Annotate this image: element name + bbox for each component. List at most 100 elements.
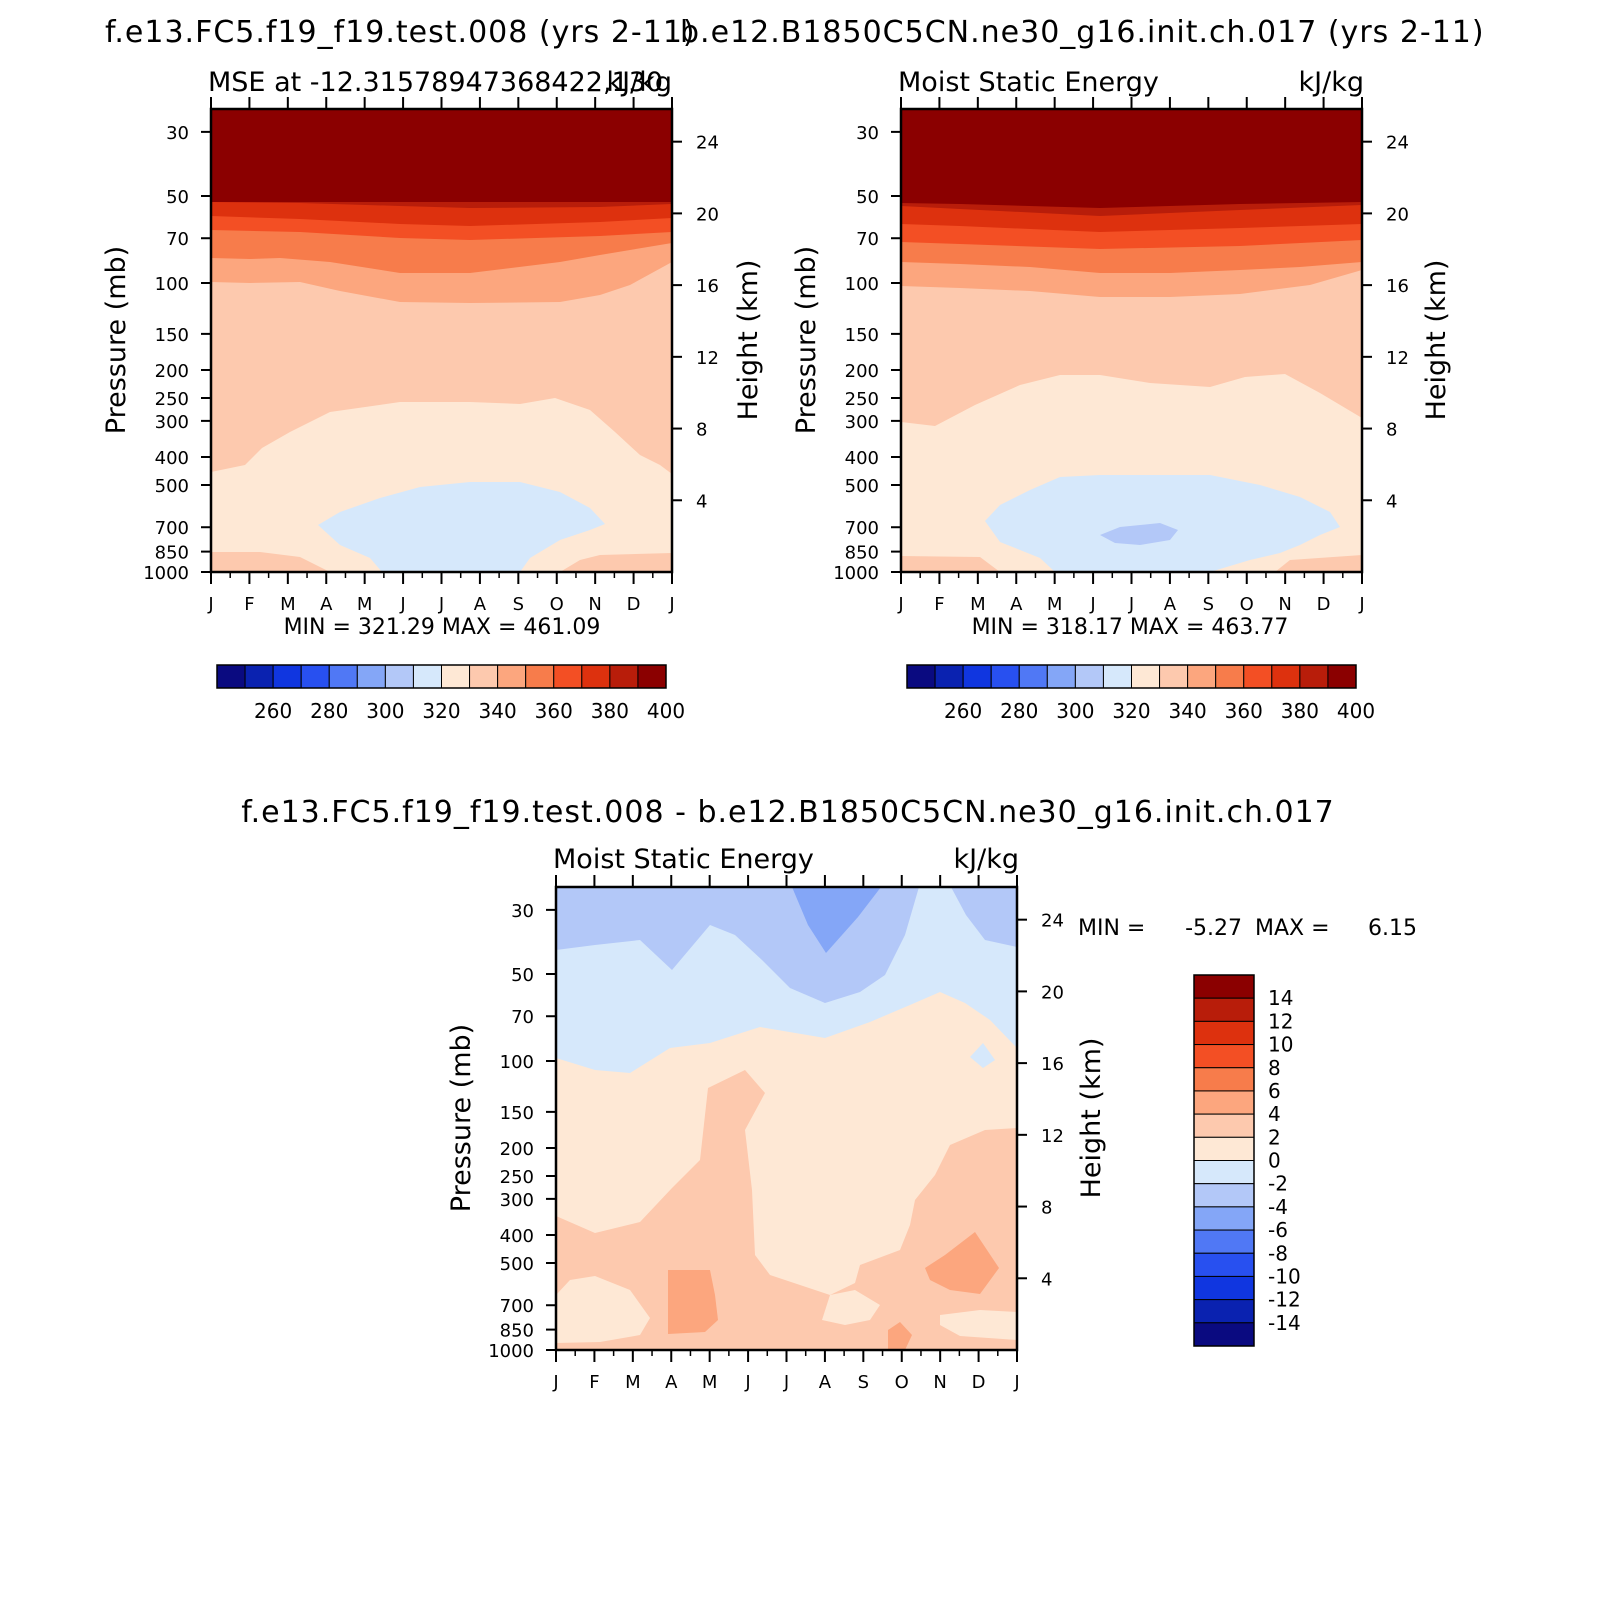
y-tick-label: 300 — [500, 1190, 534, 1211]
panel-b-contours — [901, 109, 1362, 572]
y-tick-label: 100 — [500, 1052, 534, 1073]
colorbar-box — [356, 664, 386, 689]
right-tick-label: 8 — [1041, 1198, 1052, 1219]
y-tick-label: 1000 — [143, 563, 189, 584]
x-tick-label: D — [972, 1372, 986, 1393]
y-tick-label: 30 — [166, 123, 189, 144]
y-tick-label: 200 — [845, 361, 879, 382]
colorbar-box — [272, 664, 302, 689]
colorbar-label: 300 — [366, 699, 404, 723]
right-tick-label: 16 — [1041, 1054, 1064, 1075]
y-tick-label: 100 — [845, 274, 879, 295]
panel-b-band-surface-2 — [1275, 555, 1362, 572]
x-tick-label: J — [207, 594, 213, 615]
colorbar-outline — [1193, 974, 1255, 1347]
right-tick-label: 20 — [1386, 204, 1409, 225]
panel-b-colorbar: 260 280 300 320 340 360 380 400 — [906, 664, 1375, 723]
diff-min-value: -5.27 — [1185, 916, 1242, 941]
colorbar-box — [581, 664, 611, 689]
colorbar-label: -14 — [1268, 1311, 1301, 1335]
right-tick-label: 24 — [696, 133, 719, 154]
x-tick-label: J — [1128, 594, 1134, 615]
diff-band-pos4-c — [888, 1322, 912, 1350]
right-tick-label: 8 — [696, 420, 707, 441]
y-tick-label: 850 — [500, 1321, 534, 1342]
colorbar-outline — [216, 664, 667, 689]
x-tick-label: S — [1203, 594, 1214, 615]
diff-subtitle-right: kJ/kg — [954, 844, 1019, 875]
colorbar-label: 320 — [1112, 699, 1150, 723]
panel-a-band-surface — [211, 552, 330, 572]
colorbar-label: 8 — [1268, 1056, 1281, 1080]
colorbar-box — [1193, 1044, 1255, 1069]
y-tick-label: 50 — [856, 187, 879, 208]
x-tick-label: F — [589, 1372, 599, 1393]
colorbar-box — [1193, 1020, 1255, 1046]
right-tick-label: 4 — [1041, 1269, 1052, 1290]
x-tick-label: A — [665, 1372, 678, 1393]
panel-b-ylabel-right: Height (km) — [1421, 260, 1452, 421]
y-tick-label: 50 — [166, 187, 189, 208]
x-tick-label: J — [1358, 594, 1364, 615]
x-tick-label: S — [513, 594, 524, 615]
panel-b-band-320 — [985, 475, 1340, 572]
diff-band-zero-mid — [822, 1290, 880, 1325]
diff-ylabel: Pressure (mb) — [446, 1024, 477, 1212]
colorbar-label: 300 — [1056, 699, 1094, 723]
diff-band-zero-left — [556, 1276, 650, 1343]
panel-a-band-surface-2 — [560, 553, 672, 572]
x-tick-label: D — [1317, 594, 1331, 615]
colorbar-box — [1018, 664, 1048, 689]
colorbar-box — [1193, 1229, 1255, 1254]
panel-b-band-300 — [1100, 523, 1178, 545]
y-tick-label: 150 — [845, 325, 879, 346]
y-tick-label: 50 — [511, 965, 534, 986]
colorbar-label: -4 — [1268, 1195, 1288, 1219]
y-tick-label: 700 — [155, 518, 189, 539]
x-tick-label: J — [399, 594, 405, 615]
y-tick-label: 70 — [166, 229, 189, 250]
colorbar-box — [609, 664, 639, 689]
y-tick-label: 250 — [155, 389, 189, 410]
colorbar-label: -12 — [1268, 1288, 1301, 1312]
colorbar-box — [1193, 1090, 1255, 1115]
x-tick-label: D — [627, 594, 641, 615]
y-tick-label: 500 — [155, 476, 189, 497]
panel-a-colorbar: 260 280 300 320 340 360 380 400 — [216, 664, 685, 723]
x-tick-label: J — [552, 1372, 558, 1393]
y-tick-label: 70 — [511, 1007, 534, 1028]
x-tick-label: J — [897, 594, 903, 615]
right-tick-label: 16 — [1386, 276, 1409, 297]
x-tick-label: M — [357, 594, 373, 615]
right-tick-label: 20 — [696, 204, 719, 225]
y-tick-label: 150 — [155, 325, 189, 346]
colorbar-box — [553, 664, 583, 689]
panel-b-band-460 — [901, 109, 1362, 208]
colorbar-label: -2 — [1268, 1172, 1288, 1196]
x-tick-label: N — [1278, 594, 1291, 615]
colorbar-box — [1131, 664, 1161, 689]
colorbar-label: 280 — [1000, 699, 1038, 723]
colorbar-box — [1193, 1136, 1255, 1161]
y-tick-label: 70 — [856, 229, 879, 250]
right-tick-label: 12 — [1386, 348, 1409, 369]
y-tick-label: 300 — [845, 412, 879, 433]
colorbar-outline — [906, 664, 1357, 689]
colorbar-label: 10 — [1268, 1033, 1293, 1057]
colorbar-box — [1193, 1275, 1255, 1301]
right-tick-label: 24 — [1386, 133, 1409, 154]
colorbar-box — [637, 664, 667, 689]
x-tick-label: A — [1010, 594, 1023, 615]
x-tick-label: N — [588, 594, 601, 615]
colorbar-box — [1193, 1183, 1255, 1208]
panel-b-minmax: MIN = 318.17 MAX = 463.77 — [972, 615, 1289, 640]
diff-band-neg4-right — [951, 887, 1017, 947]
diff-subtitle-left: Moist Static Energy — [553, 844, 814, 875]
colorbar-label: 380 — [591, 699, 629, 723]
